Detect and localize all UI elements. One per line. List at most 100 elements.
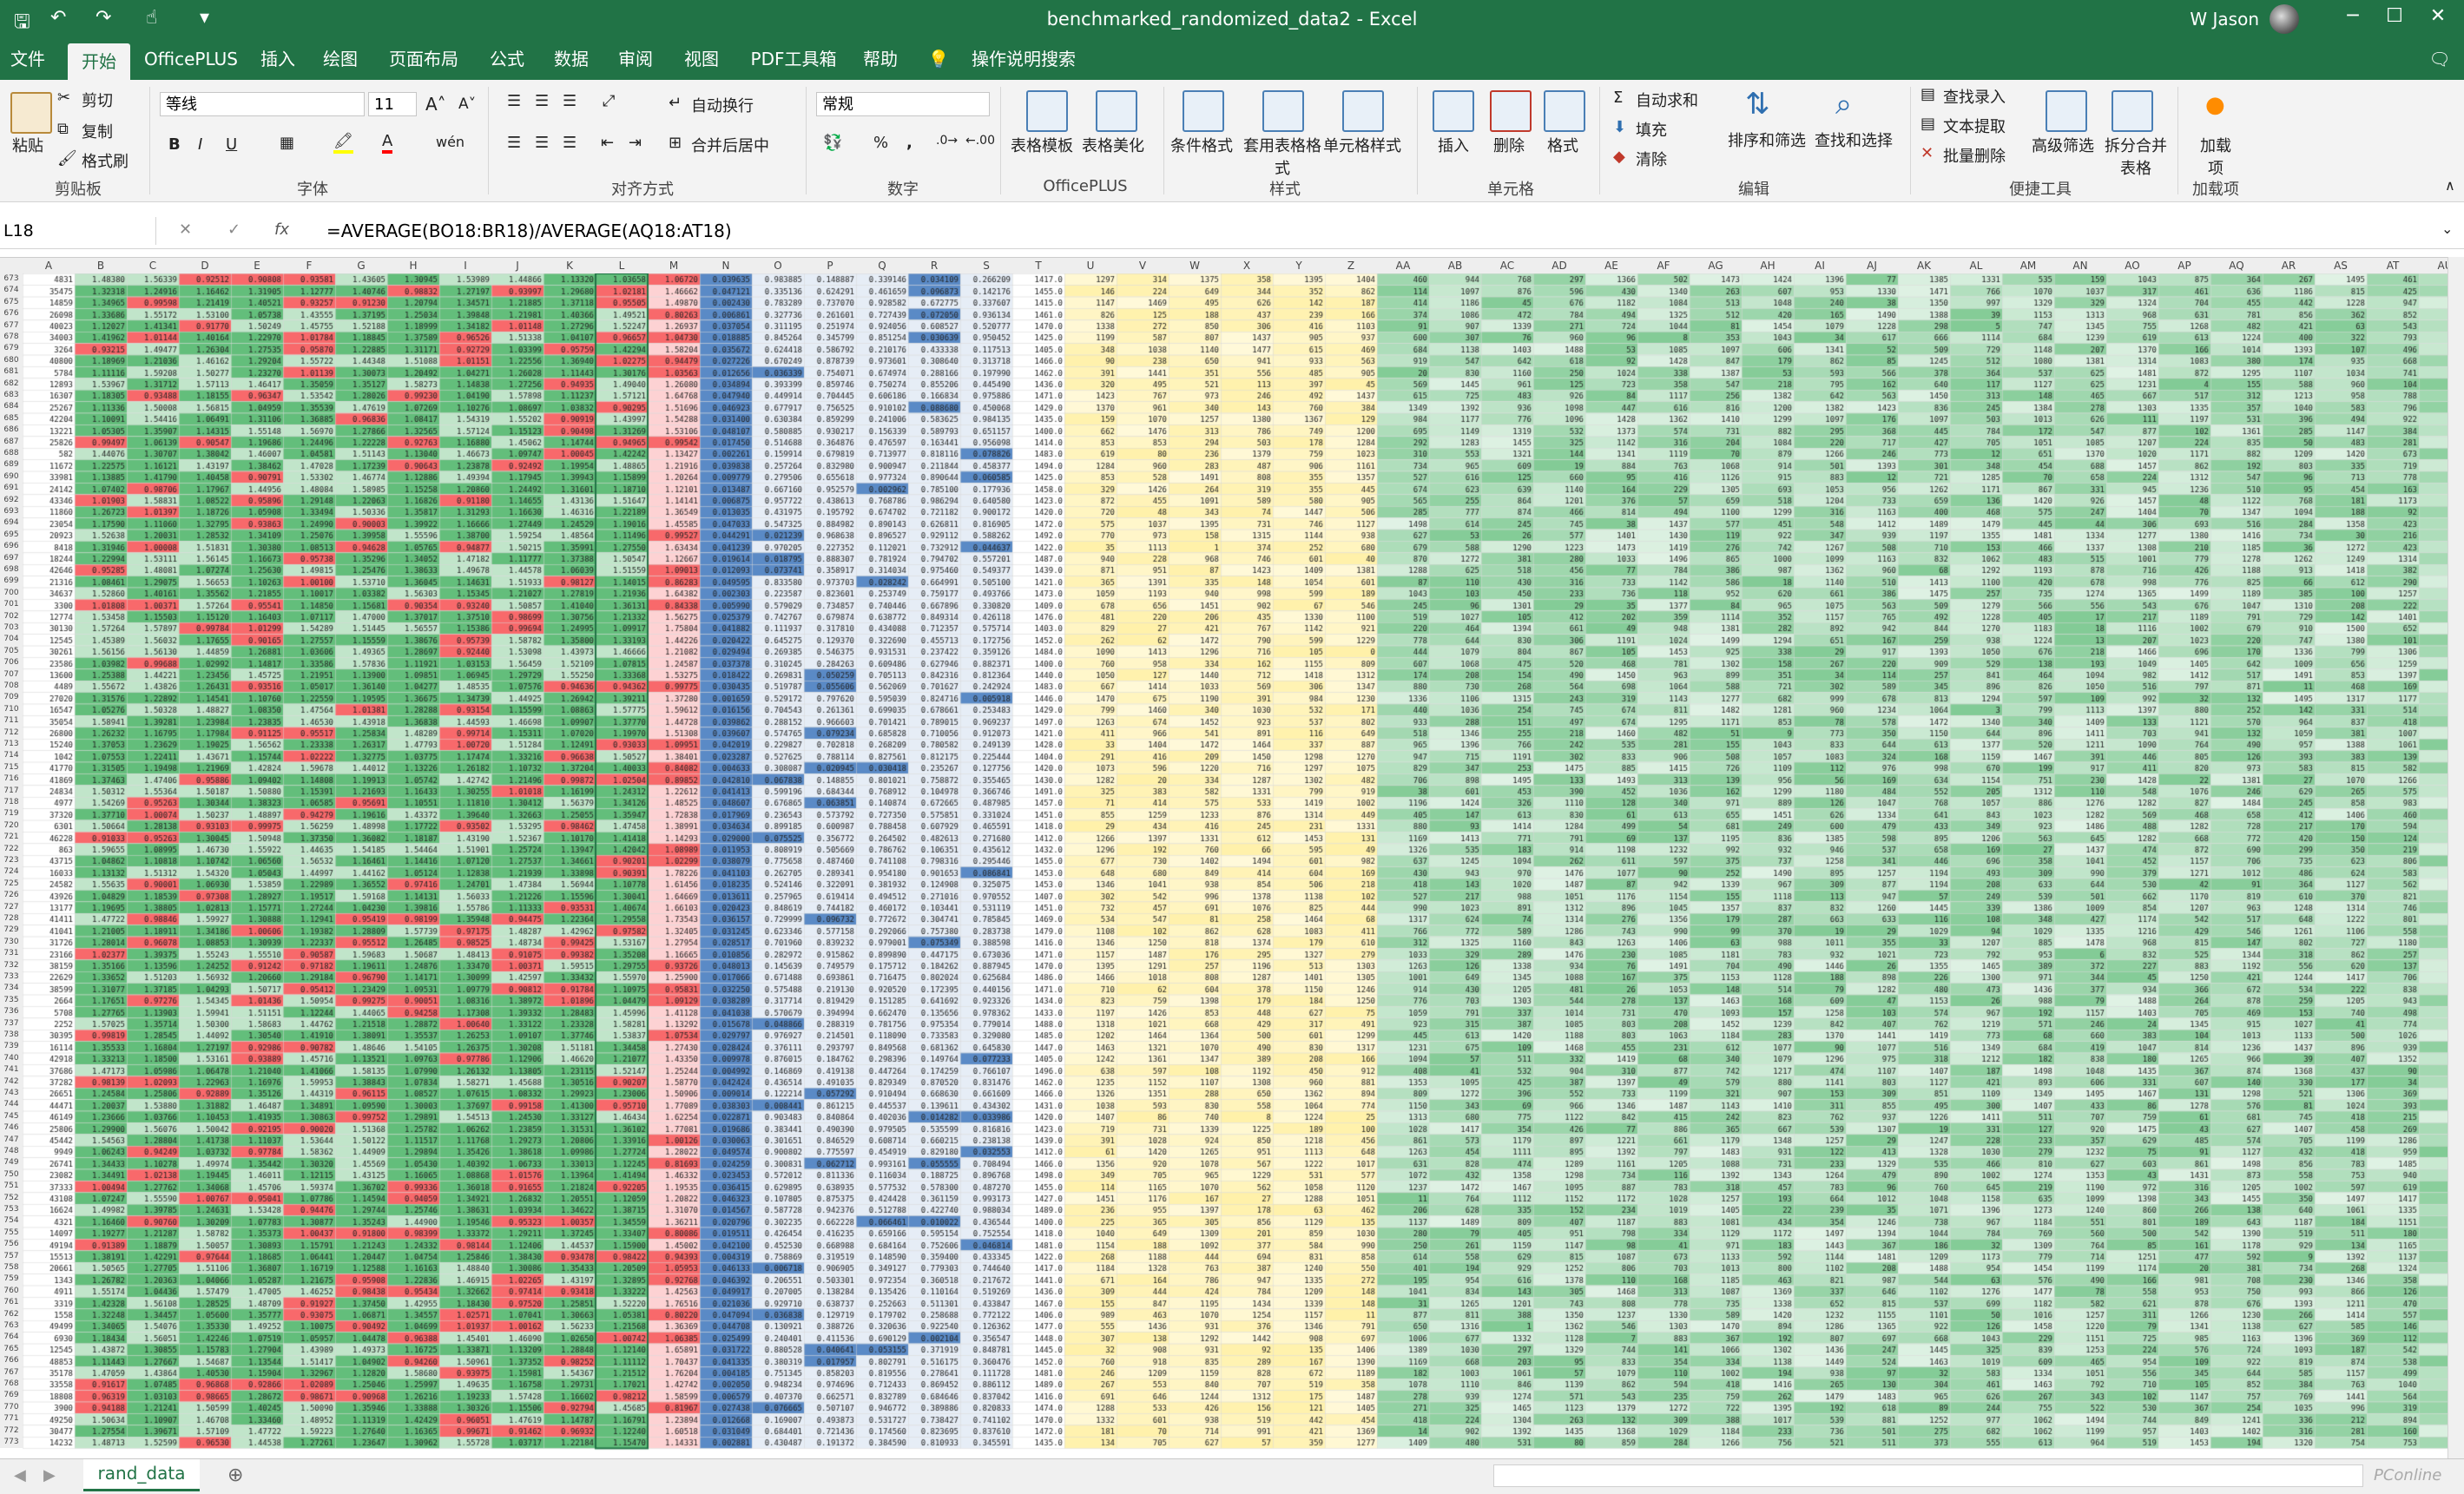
formula-input[interactable]: =AVERAGE(BO18:BR18)/AVERAGE(AQ18:AT18) xyxy=(326,220,732,241)
column-header[interactable]: Y xyxy=(1295,260,1302,272)
cancel-entry-button[interactable]: ✕ xyxy=(179,220,193,239)
row-header[interactable]: 767 xyxy=(3,1367,19,1377)
row-header[interactable]: 750 xyxy=(3,1169,19,1179)
expand-formula-bar-icon[interactable]: ⌄ xyxy=(2441,220,2454,237)
prev-sheet-icon[interactable]: ◀ xyxy=(14,1466,26,1484)
row-header[interactable]: 685 xyxy=(3,413,19,423)
row-header[interactable]: 768 xyxy=(3,1379,19,1388)
row-header[interactable]: 723 xyxy=(3,856,19,865)
column-header[interactable]: AR xyxy=(2281,260,2296,272)
maximize-button[interactable]: ☐ xyxy=(2386,5,2403,27)
format-as-table-button[interactable]: 套用表格格式 xyxy=(1243,137,1321,178)
column-header[interactable]: AK xyxy=(1916,260,1932,272)
row-header[interactable]: 686 xyxy=(3,425,19,435)
column-header[interactable]: AH xyxy=(1760,260,1776,272)
row-header[interactable]: 722 xyxy=(3,844,19,853)
row-header[interactable]: 744 xyxy=(3,1100,19,1109)
batch-delete-button[interactable]: 批量删除 xyxy=(1943,148,2006,166)
row-header[interactable]: 731 xyxy=(3,949,19,958)
row-header[interactable]: 746 xyxy=(3,1123,19,1133)
column-header[interactable]: H xyxy=(409,260,418,272)
save-icon[interactable]: 🖫 xyxy=(14,11,30,33)
tab-insert[interactable]: 插入 xyxy=(260,49,295,69)
row-header[interactable]: 717 xyxy=(3,786,19,795)
column-header[interactable]: C xyxy=(148,260,157,272)
copy-button[interactable]: 复制 xyxy=(82,123,113,142)
column-header[interactable]: AL xyxy=(1969,260,1983,272)
table-beautify-icon[interactable] xyxy=(1096,90,1137,132)
spreadsheet-grid[interactable]: A B C D E F G H I J K L M N O P Q R S T U V W X Y Z AA AB AC AD AE AF AG… xyxy=(0,257,2448,1454)
row-header[interactable]: 681 xyxy=(3,367,19,377)
next-sheet-icon[interactable]: ▶ xyxy=(43,1466,56,1484)
column-header[interactable]: AP xyxy=(2177,260,2191,272)
column-header[interactable]: AB xyxy=(1447,260,1463,272)
column-header[interactable]: AU xyxy=(2437,260,2449,272)
conditional-format-icon[interactable] xyxy=(1183,90,1224,132)
column-header[interactable]: S xyxy=(983,260,990,272)
tell-me-search[interactable]: 操作说明搜索 xyxy=(972,49,1076,69)
align-top-icon[interactable]: ☰ xyxy=(507,92,522,110)
avatar[interactable] xyxy=(2270,4,2299,34)
decrease-indent-icon[interactable]: ⇤ xyxy=(601,134,615,152)
column-header[interactable]: AI xyxy=(1815,260,1825,272)
tab-data[interactable]: 数据 xyxy=(554,49,589,69)
conditional-format-button[interactable]: 条件格式 xyxy=(1170,137,1233,155)
addins-button[interactable]: 加载项 xyxy=(2200,137,2231,178)
row-header[interactable]: 738 xyxy=(3,1030,19,1039)
bold-button[interactable]: B xyxy=(168,135,181,154)
paste-button[interactable]: 粘贴 xyxy=(12,137,43,155)
font-size-select[interactable]: 11 xyxy=(368,92,417,116)
row-header[interactable]: 679 xyxy=(3,344,19,353)
add-sheet-button[interactable]: ⊕ xyxy=(227,1464,244,1486)
column-header[interactable]: K xyxy=(566,260,573,272)
minimize-button[interactable]: ─ xyxy=(2347,5,2359,27)
cell-area[interactable] xyxy=(23,273,2448,1454)
insert-cells-icon[interactable] xyxy=(1433,90,1474,132)
tab-view[interactable]: 视图 xyxy=(684,49,719,69)
row-header[interactable]: 771 xyxy=(3,1414,19,1424)
delete-cells-icon[interactable] xyxy=(1490,90,1532,132)
column-header[interactable]: I xyxy=(464,260,467,272)
column-header[interactable]: M xyxy=(669,260,679,272)
row-header[interactable]: 769 xyxy=(3,1391,19,1400)
column-header[interactable]: AJ xyxy=(1867,260,1877,272)
tab-file[interactable]: 文件 xyxy=(10,49,45,69)
confirm-entry-button[interactable]: ✓ xyxy=(227,220,241,239)
table-template-icon[interactable] xyxy=(1026,90,1068,132)
row-header[interactable]: 705 xyxy=(3,646,19,655)
format-painter-button[interactable]: 格式刷 xyxy=(82,153,128,171)
touch-mode-icon[interactable]: ☝ xyxy=(146,7,158,29)
row-header[interactable]: 737 xyxy=(3,1018,19,1028)
row-header[interactable]: 688 xyxy=(3,449,19,457)
collapse-ribbon-icon[interactable]: ∧ xyxy=(2445,177,2455,194)
row-header[interactable]: 763 xyxy=(3,1321,19,1330)
insert-function-button[interactable]: fx xyxy=(274,220,289,239)
row-header[interactable]: 687 xyxy=(3,437,19,446)
row-header[interactable]: 696 xyxy=(3,542,19,551)
row-header[interactable]: 697 xyxy=(3,553,19,563)
italic-button[interactable]: I xyxy=(198,135,203,154)
user-name[interactable]: W Jason xyxy=(2190,9,2259,30)
row-header[interactable]: 714 xyxy=(3,751,19,760)
row-header[interactable]: 704 xyxy=(3,635,19,644)
fill-color-icon[interactable]: 🖍 xyxy=(333,132,353,154)
row-header[interactable]: 764 xyxy=(3,1333,19,1342)
row-header[interactable]: 772 xyxy=(3,1425,19,1435)
row-header[interactable]: 757 xyxy=(3,1251,19,1260)
row-header[interactable]: 733 xyxy=(3,972,19,981)
column-header[interactable]: T xyxy=(1035,260,1042,272)
row-header[interactable]: 695 xyxy=(3,530,19,539)
row-header[interactable]: 741 xyxy=(3,1065,19,1075)
increase-indent-icon[interactable]: ⇥ xyxy=(629,134,642,152)
row-header[interactable]: 742 xyxy=(3,1076,19,1086)
row-header[interactable]: 712 xyxy=(3,727,19,737)
row-header[interactable]: 678 xyxy=(3,332,19,341)
row-header[interactable]: 710 xyxy=(3,704,19,714)
column-header[interactable]: AQ xyxy=(2229,260,2244,272)
comma-style-icon[interactable]: , xyxy=(906,134,912,152)
decrease-decimal-icon[interactable]: ←.00 xyxy=(965,134,995,148)
tab-help[interactable]: 帮助 xyxy=(863,49,898,69)
row-header[interactable]: 677 xyxy=(3,320,19,330)
row-header[interactable]: 674 xyxy=(3,286,19,295)
tab-officeplus[interactable]: OfficePLUS xyxy=(144,49,238,69)
